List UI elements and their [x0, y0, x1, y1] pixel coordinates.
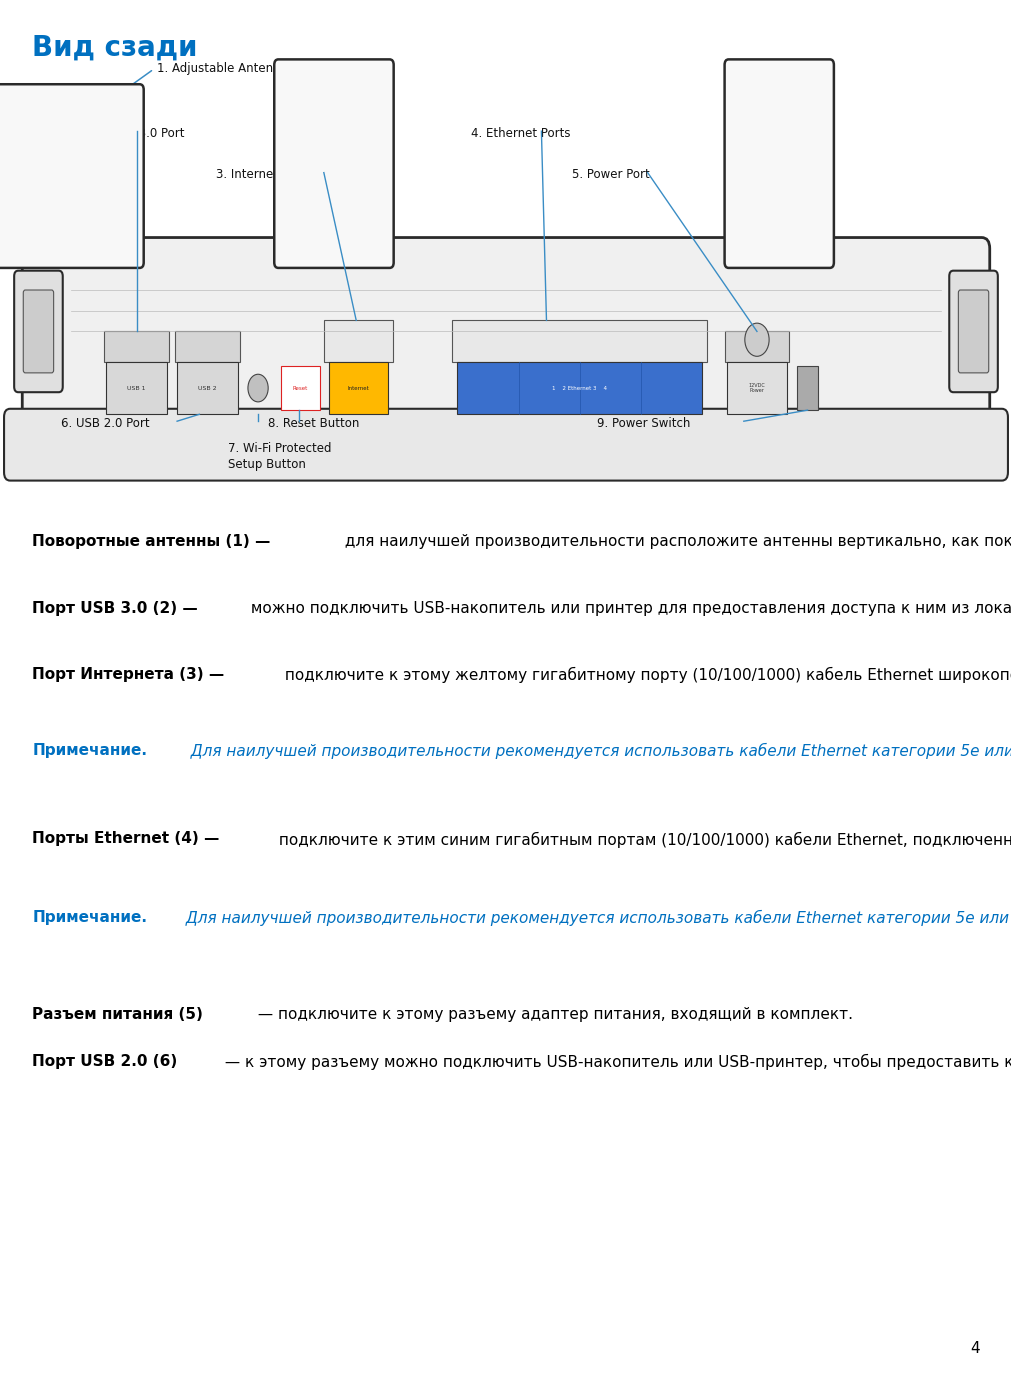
Text: USB 2: USB 2 — [198, 385, 216, 391]
FancyBboxPatch shape — [14, 271, 63, 392]
Text: Для наилучшей производительности рекомендуется использовать кабели Ethernet кате: Для наилучшей производительности рекомен… — [181, 910, 1011, 927]
Bar — [324, 320, 392, 362]
Text: Разъем питания (5): Разъем питания (5) — [32, 1007, 203, 1022]
Text: можно подключить USB-накопитель или принтер для предоставления доступа к ним из : можно подключить USB-накопитель или прин… — [246, 601, 1011, 616]
Circle shape — [248, 374, 268, 402]
FancyBboxPatch shape — [23, 290, 54, 373]
Text: 3. Internet Port: 3. Internet Port — [215, 168, 304, 181]
Bar — [106, 362, 167, 414]
Circle shape — [744, 323, 768, 356]
FancyBboxPatch shape — [274, 59, 393, 268]
Text: 4: 4 — [969, 1341, 979, 1356]
Text: 6. USB 2.0 Port: 6. USB 2.0 Port — [61, 417, 150, 429]
Text: Порт Интернета (3) —: Порт Интернета (3) — — [32, 667, 224, 682]
Text: для наилучшей производительности расположите антенны вертикально, как показано н: для наилучшей производительности располо… — [340, 534, 1011, 550]
Bar — [177, 362, 238, 414]
Bar — [452, 320, 707, 362]
Text: подключите к этим синим гигабитным портам (10/100/1000) кабели Ethernet, подключ: подключите к этим синим гигабитным порта… — [274, 831, 1011, 848]
Text: Порты Ethernet (4) —: Порты Ethernet (4) — — [32, 831, 219, 847]
Bar — [457, 362, 702, 414]
Bar — [104, 331, 169, 362]
Text: Reset: Reset — [292, 385, 308, 391]
Text: 12VDC
Power: 12VDC Power — [748, 383, 764, 394]
Text: Поворотные антенны (1) —: Поворотные антенны (1) — — [32, 534, 271, 550]
Bar — [175, 331, 240, 362]
Text: Порт USB 2.0 (6): Порт USB 2.0 (6) — [32, 1054, 178, 1069]
FancyBboxPatch shape — [22, 238, 989, 439]
Text: 2. USB 3.0 Port: 2. USB 3.0 Port — [96, 127, 184, 139]
Text: Internet: Internet — [347, 385, 369, 391]
Text: Примечание.: Примечание. — [32, 743, 148, 758]
Text: Для наилучшей производительности рекомендуется использовать кабели Ethernet кате: Для наилучшей производительности рекомен… — [181, 743, 1011, 760]
Text: 8. Reset Button: 8. Reset Button — [268, 417, 359, 429]
Text: 7. Wi-Fi Protected
Setup Button: 7. Wi-Fi Protected Setup Button — [227, 442, 331, 471]
Bar — [281, 366, 319, 410]
Text: USB 1: USB 1 — [127, 385, 146, 391]
Text: 1    2 Ethernet 3    4: 1 2 Ethernet 3 4 — [552, 385, 607, 391]
Bar — [724, 331, 789, 362]
Bar — [726, 362, 787, 414]
FancyBboxPatch shape — [4, 409, 1007, 481]
FancyBboxPatch shape — [948, 271, 997, 392]
Bar — [329, 362, 387, 414]
Text: подключите к этому желтому гигабитному порту (10/100/1000) кабель Ethernet широк: подключите к этому желтому гигабитному п… — [280, 667, 1011, 684]
FancyBboxPatch shape — [0, 84, 144, 268]
FancyBboxPatch shape — [957, 290, 988, 373]
Bar — [797, 366, 817, 410]
Text: 9. Power Switch: 9. Power Switch — [596, 417, 690, 429]
Text: 1. Adjustable Antennas: 1. Adjustable Antennas — [157, 62, 293, 75]
Text: — подключите к этому разъему адаптер питания, входящий в комплект.: — подключите к этому разъему адаптер пит… — [253, 1007, 852, 1022]
Text: 5. Power Port: 5. Power Port — [571, 168, 649, 181]
FancyBboxPatch shape — [724, 59, 833, 268]
Text: — к этому разъему можно подключить USB-накопитель или USB-принтер, чтобы предост: — к этому разъему можно подключить USB-н… — [219, 1054, 1011, 1070]
Text: Порт USB 3.0 (2) —: Порт USB 3.0 (2) — — [32, 601, 198, 616]
Text: Вид сзади: Вид сзади — [32, 33, 198, 61]
Text: 4. Ethernet Ports: 4. Ethernet Ports — [470, 127, 569, 139]
Text: Примечание.: Примечание. — [32, 910, 148, 925]
